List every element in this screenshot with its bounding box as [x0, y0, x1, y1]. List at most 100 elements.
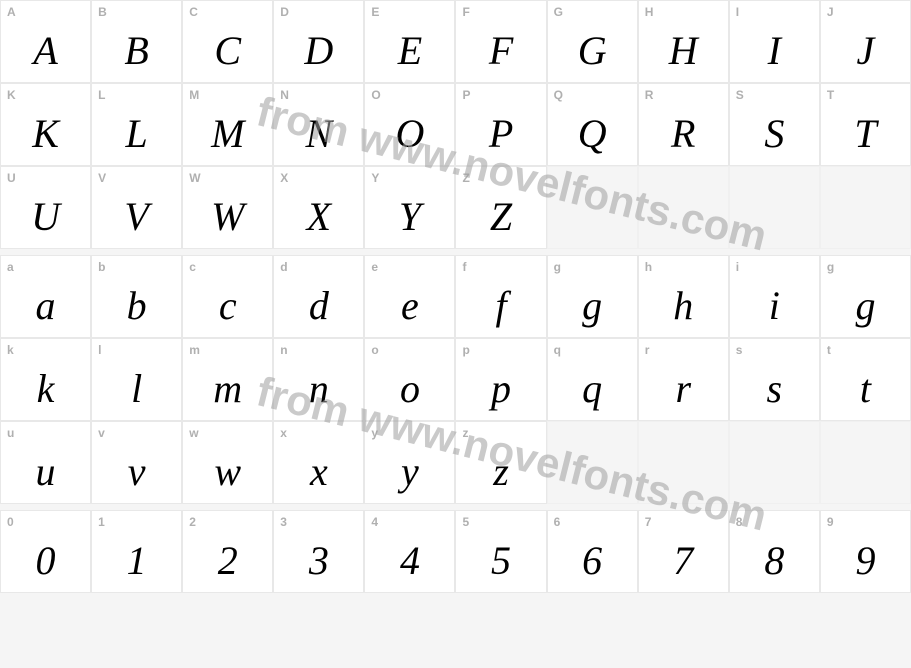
glyph-cell: aa — [0, 255, 91, 338]
glyph-cell: ll — [91, 338, 182, 421]
cell-glyph: c — [219, 282, 237, 329]
glyph-cell: WW — [182, 166, 273, 249]
cell-label: 4 — [371, 515, 378, 529]
glyph-cell: ee — [364, 255, 455, 338]
cell-label: p — [462, 343, 469, 357]
cell-label: G — [554, 5, 563, 19]
cell-glyph: F — [489, 27, 513, 74]
glyph-cell: gg — [547, 255, 638, 338]
empty-cell — [729, 421, 820, 504]
glyph-cell: EE — [364, 0, 455, 83]
glyph-cell: NN — [273, 83, 364, 166]
empty-cell — [729, 166, 820, 249]
cell-label: w — [189, 426, 198, 440]
cell-glyph: 2 — [218, 537, 238, 584]
cell-glyph: G — [578, 27, 607, 74]
cell-label: a — [7, 260, 14, 274]
cell-label: I — [736, 5, 739, 19]
cell-glyph: x — [310, 448, 328, 495]
cell-label: S — [736, 88, 744, 102]
glyph-cell: II — [729, 0, 820, 83]
cell-label: 3 — [280, 515, 287, 529]
cell-glyph: V — [124, 193, 148, 240]
glyph-row: kkllmmnnooppqqrrsstt — [0, 338, 911, 421]
cell-glyph: l — [131, 365, 142, 412]
cell-label: g — [827, 260, 834, 274]
cell-glyph: 9 — [855, 537, 875, 584]
cell-glyph: q — [582, 365, 602, 412]
cell-label: N — [280, 88, 289, 102]
empty-cell — [638, 421, 729, 504]
cell-glyph: E — [398, 27, 422, 74]
glyph-cell: 77 — [638, 510, 729, 593]
glyph-cell: nn — [273, 338, 364, 421]
cell-label: 7 — [645, 515, 652, 529]
cell-glyph: O — [395, 110, 424, 157]
cell-glyph: J — [857, 27, 875, 74]
glyph-cell: QQ — [547, 83, 638, 166]
cell-glyph: R — [671, 110, 695, 157]
cell-glyph: s — [767, 365, 783, 412]
glyph-cell: FF — [455, 0, 546, 83]
glyph-row: 00112233445566778899 — [0, 510, 911, 593]
cell-glyph: L — [126, 110, 148, 157]
cell-label: m — [189, 343, 200, 357]
cell-glyph: I — [768, 27, 781, 74]
cell-glyph: Q — [578, 110, 607, 157]
glyph-cell: YY — [364, 166, 455, 249]
cell-glyph: y — [401, 448, 419, 495]
cell-label: e — [371, 260, 378, 274]
cell-label: L — [98, 88, 105, 102]
cell-label: R — [645, 88, 654, 102]
glyph-cell: oo — [364, 338, 455, 421]
cell-label: D — [280, 5, 289, 19]
glyph-cell: 66 — [547, 510, 638, 593]
glyph-row: uuvvwwxxyyzz — [0, 421, 911, 504]
cell-glyph: D — [304, 27, 333, 74]
cell-glyph: u — [36, 448, 56, 495]
glyph-cell: AA — [0, 0, 91, 83]
glyph-cell: 00 — [0, 510, 91, 593]
cell-glyph: k — [37, 365, 55, 412]
cell-label: O — [371, 88, 380, 102]
cell-label: F — [462, 5, 469, 19]
cell-label: k — [7, 343, 14, 357]
cell-label: u — [7, 426, 14, 440]
glyph-cell: JJ — [820, 0, 911, 83]
cell-glyph: 7 — [673, 537, 693, 584]
cell-glyph: T — [854, 110, 876, 157]
cell-label: H — [645, 5, 654, 19]
cell-glyph: n — [309, 365, 329, 412]
glyph-cell: gg — [820, 255, 911, 338]
glyph-cell: RR — [638, 83, 729, 166]
glyph-cell: LL — [91, 83, 182, 166]
cell-label: z — [462, 426, 468, 440]
empty-cell — [820, 166, 911, 249]
cell-label: Y — [371, 171, 379, 185]
cell-glyph: B — [124, 27, 148, 74]
glyph-cell: ii — [729, 255, 820, 338]
glyph-row: KKLLMMNNOOPPQQRRSSTT — [0, 83, 911, 166]
glyph-cell: 88 — [729, 510, 820, 593]
glyph-cell: yy — [364, 421, 455, 504]
cell-glyph: o — [400, 365, 420, 412]
cell-label: T — [827, 88, 834, 102]
glyph-cell: cc — [182, 255, 273, 338]
cell-label: 2 — [189, 515, 196, 529]
cell-glyph: t — [860, 365, 871, 412]
glyph-cell: BB — [91, 0, 182, 83]
cell-glyph: 3 — [309, 537, 329, 584]
cell-label: f — [462, 260, 466, 274]
glyph-cell: GG — [547, 0, 638, 83]
empty-cell — [820, 421, 911, 504]
cell-glyph: r — [675, 365, 691, 412]
cell-label: W — [189, 171, 200, 185]
cell-label: 5 — [462, 515, 469, 529]
cell-glyph: h — [673, 282, 693, 329]
cell-glyph: P — [489, 110, 513, 157]
cell-label: s — [736, 343, 743, 357]
cell-glyph: W — [211, 193, 244, 240]
cell-label: o — [371, 343, 378, 357]
glyph-row: UUVVWWXXYYZZ — [0, 166, 911, 249]
cell-glyph: 8 — [764, 537, 784, 584]
